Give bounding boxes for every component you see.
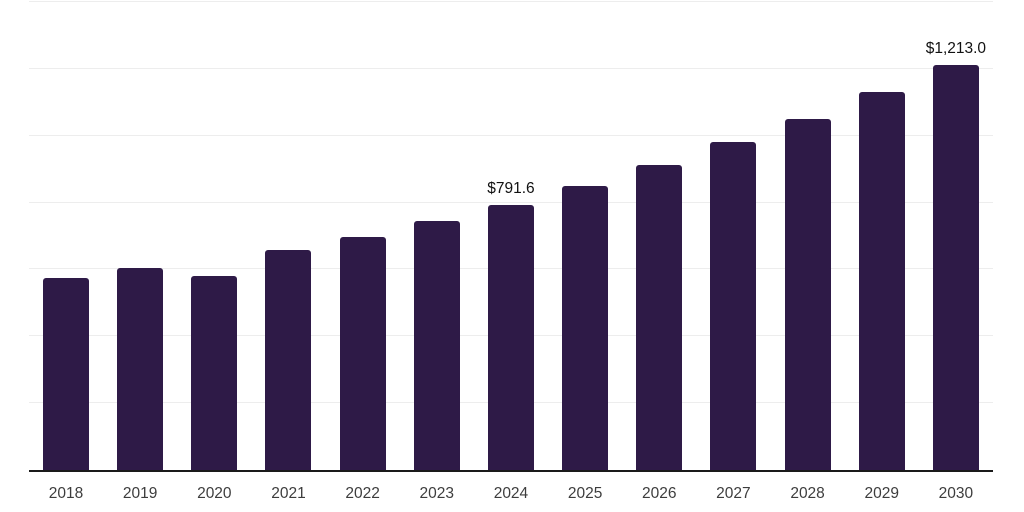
bar-2023 <box>413 220 460 470</box>
bar-2018 <box>43 277 89 470</box>
bar-2028 <box>784 119 831 470</box>
bar-2024 <box>487 205 534 470</box>
bar-group-2022: 2022 <box>339 2 386 502</box>
x-axis-line <box>29 470 993 472</box>
plot-area: 2018 2019 2020 2021 2022 2023 $791.6 2024 2025 20… <box>29 1 993 502</box>
bar-2021 <box>265 250 312 470</box>
bar-group-2026: 2026 <box>636 2 683 502</box>
bar-value-label-2030: $1,213.0 <box>925 39 987 57</box>
gridline-1400 <box>29 1 993 2</box>
bar-group-2025: 2025 <box>562 2 609 502</box>
bar-2020 <box>191 276 238 470</box>
x-tick-label-2021: 2021 <box>271 485 306 502</box>
x-tick-label-2028: 2028 <box>790 485 825 502</box>
x-tick-label-2018: 2018 <box>48 485 84 502</box>
bar-2025 <box>562 185 609 470</box>
x-tick-label-2026: 2026 <box>642 485 677 502</box>
bar-group-2028: 2028 <box>784 2 831 502</box>
bar-group-2019: 2019 <box>117 2 164 502</box>
bar-group-2030: $1,213.0 2030 <box>926 2 986 502</box>
bar-value-label-2024: $791.6 <box>487 180 535 198</box>
bar-2026 <box>636 164 683 470</box>
bar-group-2020: 2020 <box>191 2 238 502</box>
x-tick-label-2022: 2022 <box>345 485 380 502</box>
bar-2019 <box>117 268 164 470</box>
gridline-800 <box>29 201 993 203</box>
bars-row: 2018 2019 2020 2021 2022 2023 $791.6 2024 2025 20… <box>29 2 993 502</box>
bar-2027 <box>710 142 757 470</box>
bar-group-2021: 2021 <box>265 2 312 502</box>
bar-group-2018: 2018 <box>43 2 89 502</box>
x-tick-label-2023: 2023 <box>419 485 455 502</box>
bar-group-2024: $791.6 2024 <box>487 2 535 502</box>
bar-group-2029: 2029 <box>858 2 905 502</box>
x-tick-label-2027: 2027 <box>716 485 751 502</box>
bar-2030 <box>932 64 979 470</box>
bar-2022 <box>339 237 386 470</box>
bar-group-2027: 2027 <box>710 2 757 502</box>
x-tick-label-2029: 2029 <box>864 485 899 502</box>
x-tick-label-2025: 2025 <box>567 485 603 502</box>
x-tick-label-2020: 2020 <box>197 485 232 502</box>
x-tick-label-2030: 2030 <box>938 485 974 502</box>
gridline-1200 <box>29 67 993 69</box>
x-tick-label-2024: 2024 <box>493 485 529 502</box>
gridline-1000 <box>29 134 993 136</box>
x-tick-label-2019: 2019 <box>122 485 158 502</box>
bar-group-2023: 2023 <box>413 2 460 502</box>
bar-2029 <box>858 92 905 470</box>
